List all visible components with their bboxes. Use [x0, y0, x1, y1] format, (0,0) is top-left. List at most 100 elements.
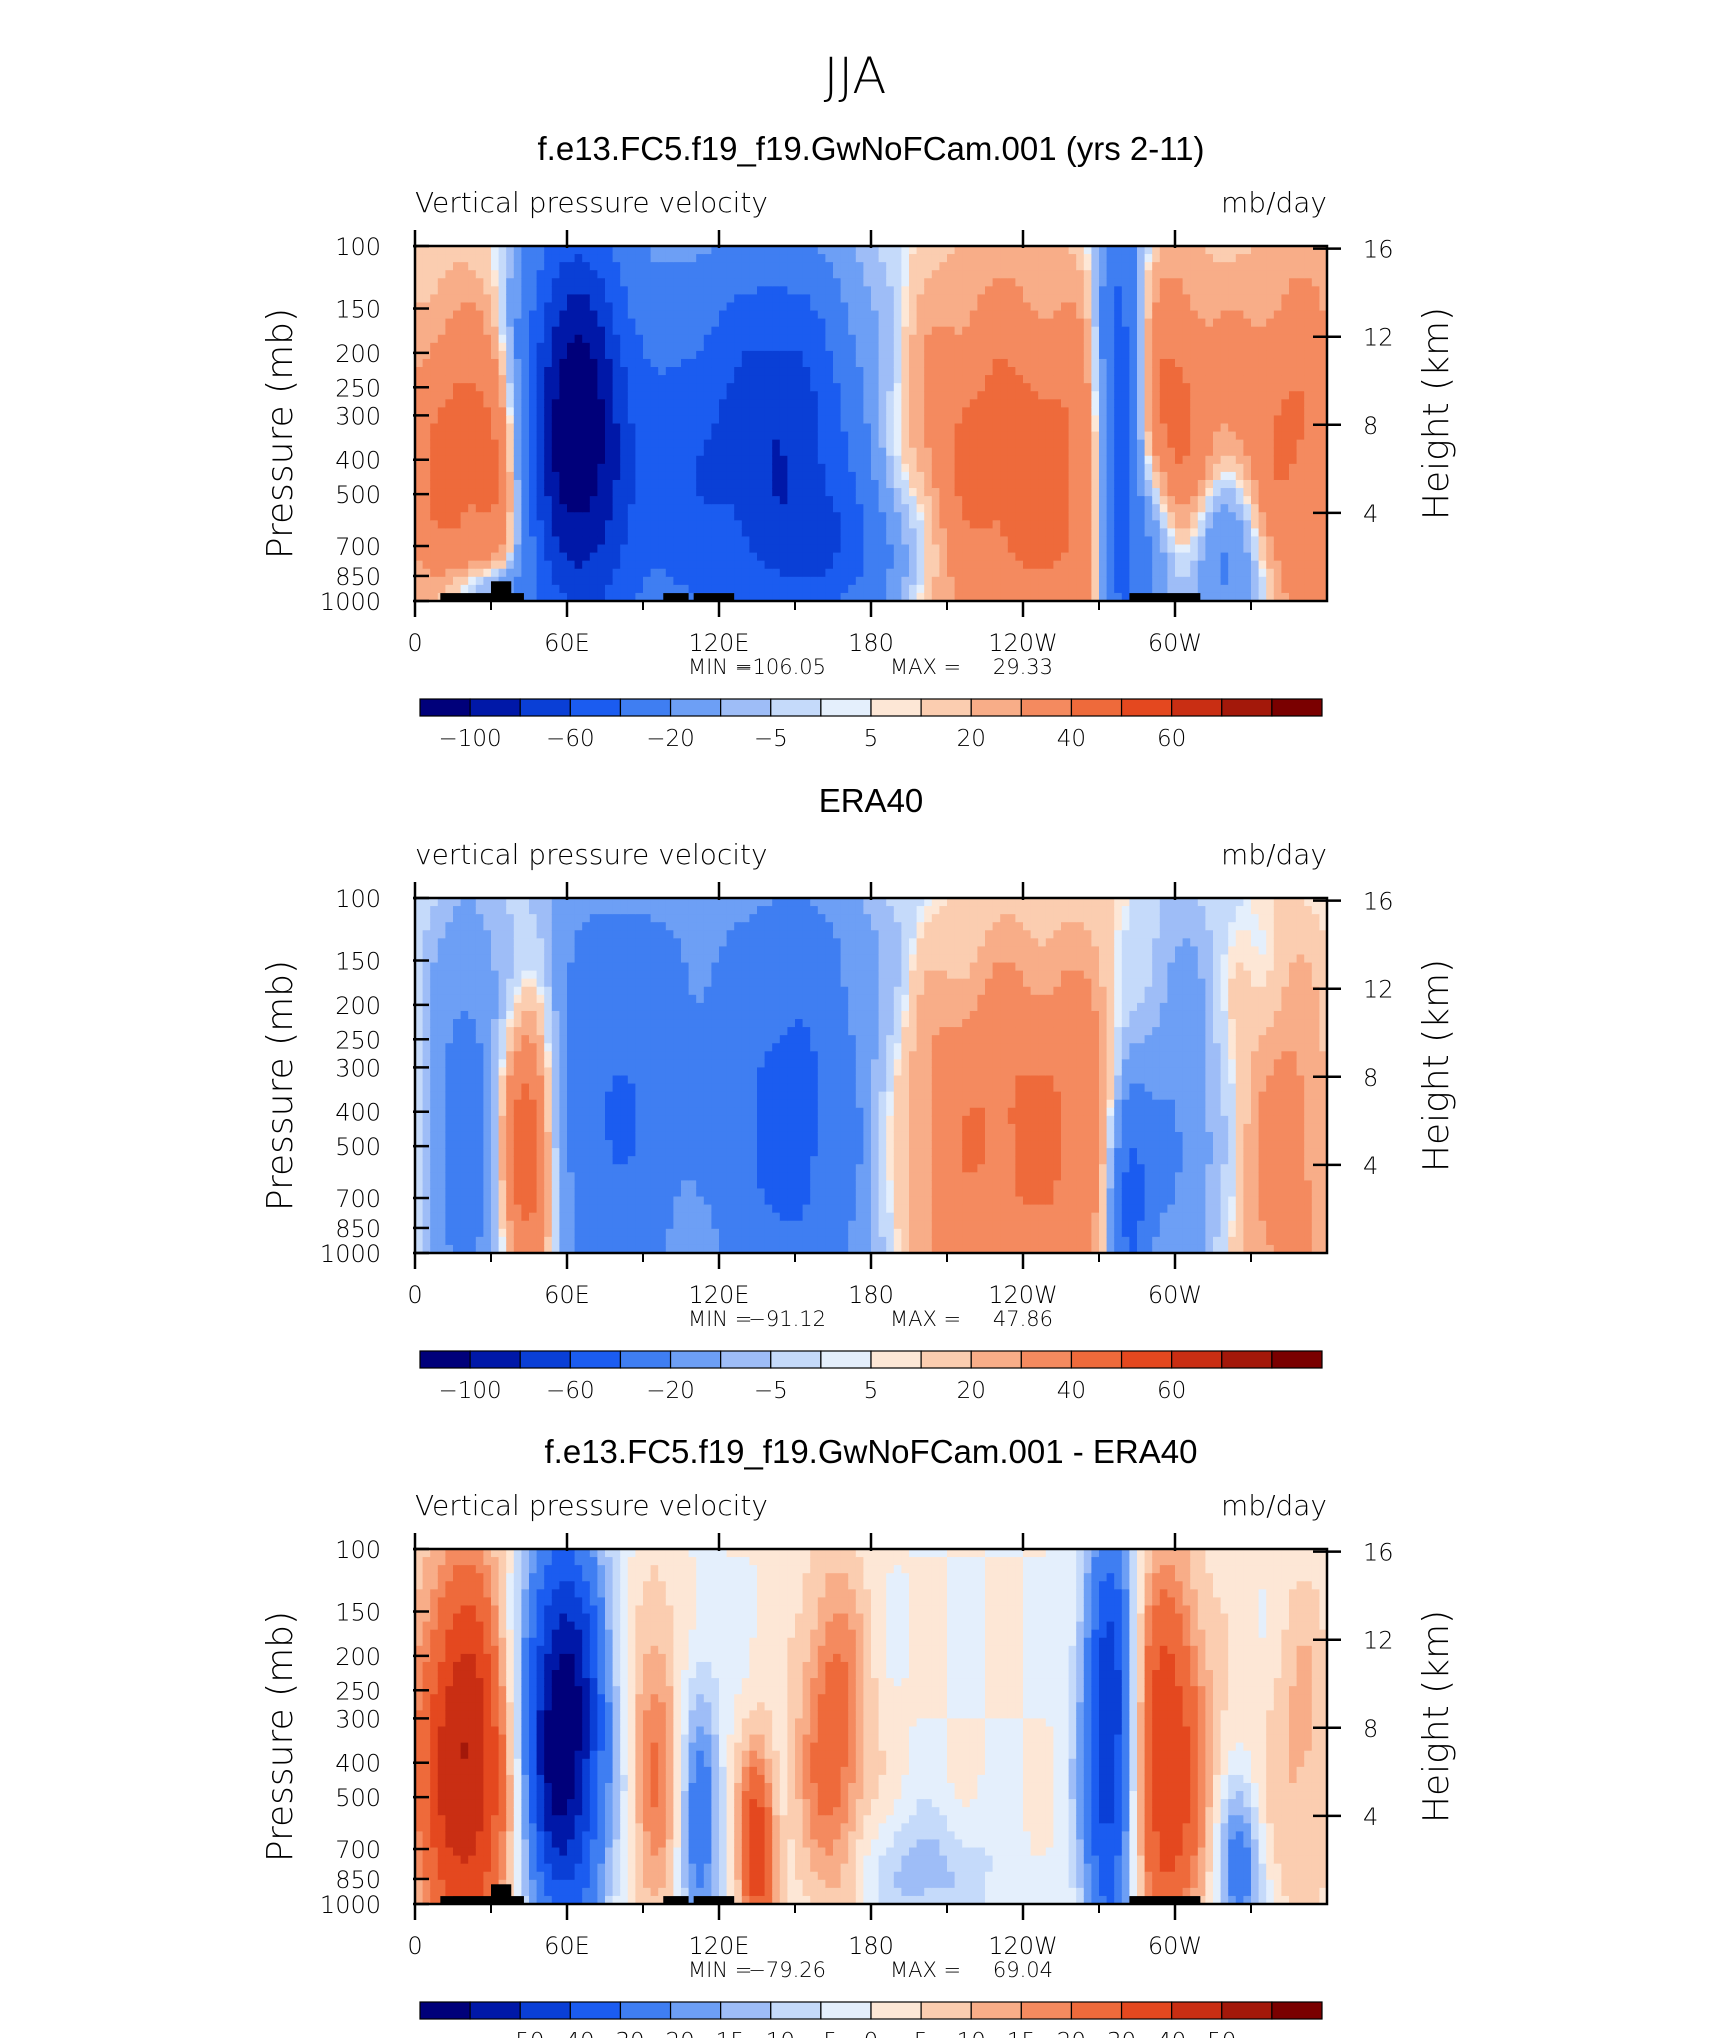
heatmap-cell	[1061, 439, 1070, 449]
heatmap-cell	[893, 334, 902, 344]
heatmap-cell	[1106, 536, 1115, 546]
heatmap-cell	[513, 334, 522, 344]
heatmap-cell	[445, 471, 454, 481]
heatmap-cell	[992, 318, 1001, 328]
heatmap-cell	[1000, 584, 1009, 594]
heatmap-cell	[445, 415, 454, 425]
heatmap-cell	[726, 262, 735, 271]
heatmap-cell	[574, 375, 583, 384]
heatmap-cell	[1015, 584, 1024, 594]
heatmap-cell	[589, 471, 598, 481]
heatmap-cell	[1053, 326, 1062, 336]
heatmap-cell	[445, 246, 454, 255]
heatmap-cell	[1106, 399, 1115, 408]
heatmap-cell	[521, 447, 530, 457]
heatmap-cell	[1175, 552, 1184, 562]
heatmap-cell	[665, 383, 674, 392]
heatmap-cell	[1015, 286, 1024, 296]
heatmap-cell	[947, 254, 956, 263]
heatmap-cell	[1114, 447, 1123, 457]
heatmap-cell	[1205, 423, 1214, 433]
heatmap-cell	[1144, 399, 1153, 408]
heatmap-cell	[559, 471, 568, 481]
heatmap-cell	[1266, 488, 1275, 497]
heatmap-cell	[749, 334, 758, 344]
heatmap-cell	[1038, 439, 1047, 449]
heatmap-cell	[962, 310, 971, 320]
heatmap-cell	[779, 270, 788, 279]
heatmap-cell	[643, 350, 652, 360]
heatmap-cell	[1243, 358, 1252, 368]
heatmap-cell	[415, 560, 424, 570]
heatmap-cell	[1129, 415, 1138, 425]
heatmap-cell	[810, 342, 819, 352]
heatmap-cell	[741, 278, 750, 287]
heatmap-cell	[719, 375, 728, 384]
heatmap-cell	[612, 496, 621, 505]
heatmap-cell	[1076, 584, 1085, 594]
heatmap-cell	[1167, 552, 1176, 562]
heatmap-cell	[688, 246, 697, 255]
heatmap-cell	[1045, 334, 1054, 344]
heatmap-cell	[909, 431, 918, 441]
heatmap-cell	[430, 584, 439, 594]
heatmap-cell	[1258, 439, 1267, 449]
heatmap-cell	[681, 512, 690, 521]
heatmap-cell	[1197, 568, 1206, 578]
heatmap-cell	[1045, 262, 1054, 271]
heatmap-cell	[688, 504, 697, 513]
heatmap-cell	[559, 383, 568, 392]
heatmap-cell	[1091, 415, 1100, 425]
heatmap-cell	[787, 488, 796, 497]
heatmap-cell	[703, 423, 712, 433]
heatmap-cell	[1190, 270, 1199, 279]
heatmap-cell	[635, 471, 644, 481]
heatmap-cell	[681, 504, 690, 513]
heatmap-cell	[1273, 286, 1282, 296]
heatmap-cell	[1167, 383, 1176, 392]
heatmap-cell	[764, 326, 773, 336]
heatmap-cell	[1015, 246, 1024, 255]
heatmap-cell	[529, 471, 538, 481]
heatmap-cell	[1137, 318, 1146, 328]
heatmap-cell	[1273, 310, 1282, 320]
heatmap-cell	[1099, 391, 1108, 400]
heatmap-cell	[802, 512, 811, 521]
heatmap-cell	[1030, 342, 1039, 352]
heatmap-cell	[453, 415, 462, 425]
heatmap-cell	[703, 286, 712, 296]
heatmap-cell	[825, 528, 834, 538]
heatmap-cell	[643, 278, 652, 287]
heatmap-cell	[658, 415, 667, 425]
heatmap-cell	[582, 479, 591, 489]
heatmap-cell	[825, 512, 834, 521]
heatmap-cell	[969, 415, 978, 425]
heatmap-cell	[1167, 463, 1176, 473]
heatmap-cell	[871, 278, 880, 287]
heatmap-cell	[665, 278, 674, 287]
heatmap-cell	[1228, 528, 1237, 538]
heatmap-cell	[977, 560, 986, 570]
heatmap-cell	[1114, 278, 1123, 287]
heatmap-cell	[1251, 512, 1260, 521]
heatmap-cell	[1197, 479, 1206, 489]
heatmap-cell	[734, 536, 743, 546]
heatmap-cell	[992, 504, 1001, 513]
heatmap-cell	[605, 455, 614, 465]
heatmap-cell	[1053, 447, 1062, 457]
heatmap-cell	[1220, 568, 1229, 578]
heatmap-cell	[848, 504, 857, 513]
heatmap-cell	[1121, 520, 1130, 529]
heatmap-cell	[506, 278, 515, 287]
heatmap-cell	[871, 471, 880, 481]
heatmap-cell	[901, 270, 910, 279]
heatmap-cell	[1076, 407, 1085, 417]
heatmap-cell	[1091, 246, 1100, 255]
heatmap-cell	[726, 560, 735, 570]
heatmap-cell	[567, 367, 576, 376]
heatmap-cell	[635, 278, 644, 287]
heatmap-cell	[772, 504, 781, 513]
heatmap-cell	[795, 584, 804, 594]
heatmap-cell	[650, 592, 659, 602]
heatmap-cell	[506, 270, 515, 279]
